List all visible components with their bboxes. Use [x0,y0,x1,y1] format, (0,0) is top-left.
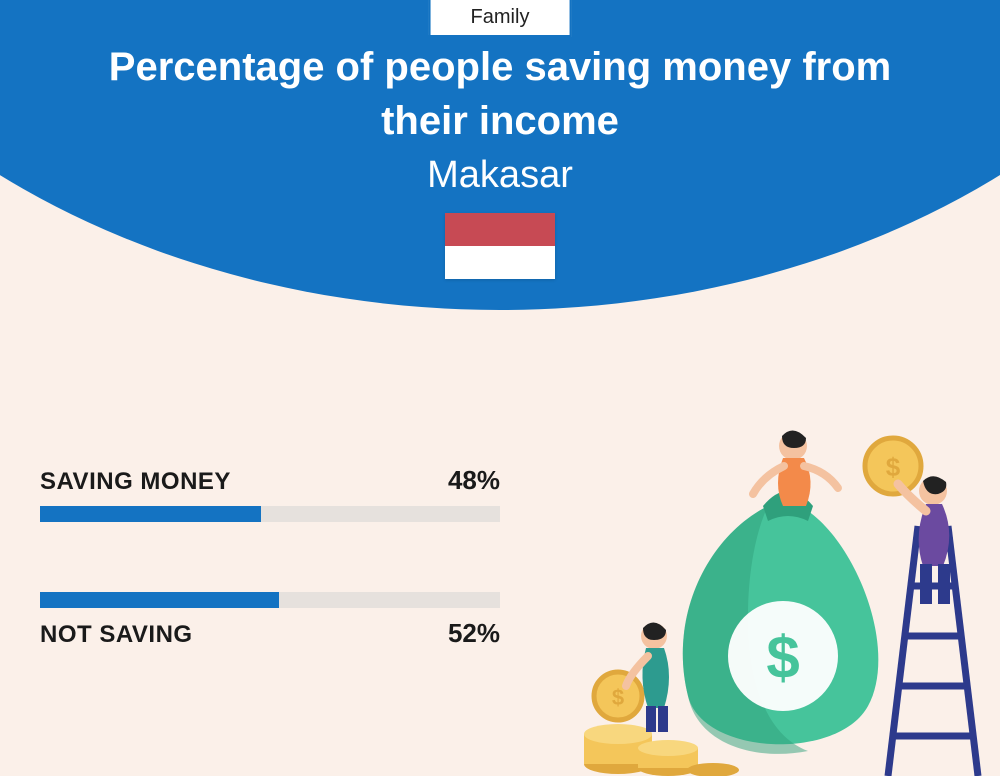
page-title: Percentage of people saving money from t… [0,40,1000,148]
bar-saving-track [40,506,500,522]
bar-notsaving-fill [40,592,279,608]
bar-notsaving-labels: NOT SAVING 52% [40,618,500,649]
flag-icon [445,213,555,279]
bar-notsaving: NOT SAVING 52% [40,592,500,649]
bar-notsaving-label: NOT SAVING [40,621,193,649]
flag-bottom-stripe [445,246,555,279]
bar-saving-labels: SAVING MONEY 48% [40,465,500,496]
bar-saving-fill [40,506,261,522]
location-name: Makasar [0,154,1000,197]
category-text: Family [471,6,530,28]
flag-top-stripe [445,213,555,246]
bars-section: SAVING MONEY 48% NOT SAVING 52% [40,465,500,719]
bar-saving: SAVING MONEY 48% [40,465,500,522]
svg-text:$: $ [612,685,624,710]
bar-saving-label: SAVING MONEY [40,468,231,496]
money-bag-icon: $ [683,491,879,754]
header-content: Percentage of people saving money from t… [0,40,1000,279]
person-left-icon: $ [594,622,669,732]
bar-notsaving-track [40,592,500,608]
category-badge: Family [429,0,572,37]
savings-illustration: $ $ $ [558,416,988,776]
svg-text:$: $ [766,624,799,691]
bar-notsaving-value: 52% [448,618,500,649]
person-ladder-icon: $ [865,438,950,604]
svg-text:$: $ [886,452,901,482]
bar-saving-value: 48% [448,465,500,496]
person-top-icon [753,430,838,506]
